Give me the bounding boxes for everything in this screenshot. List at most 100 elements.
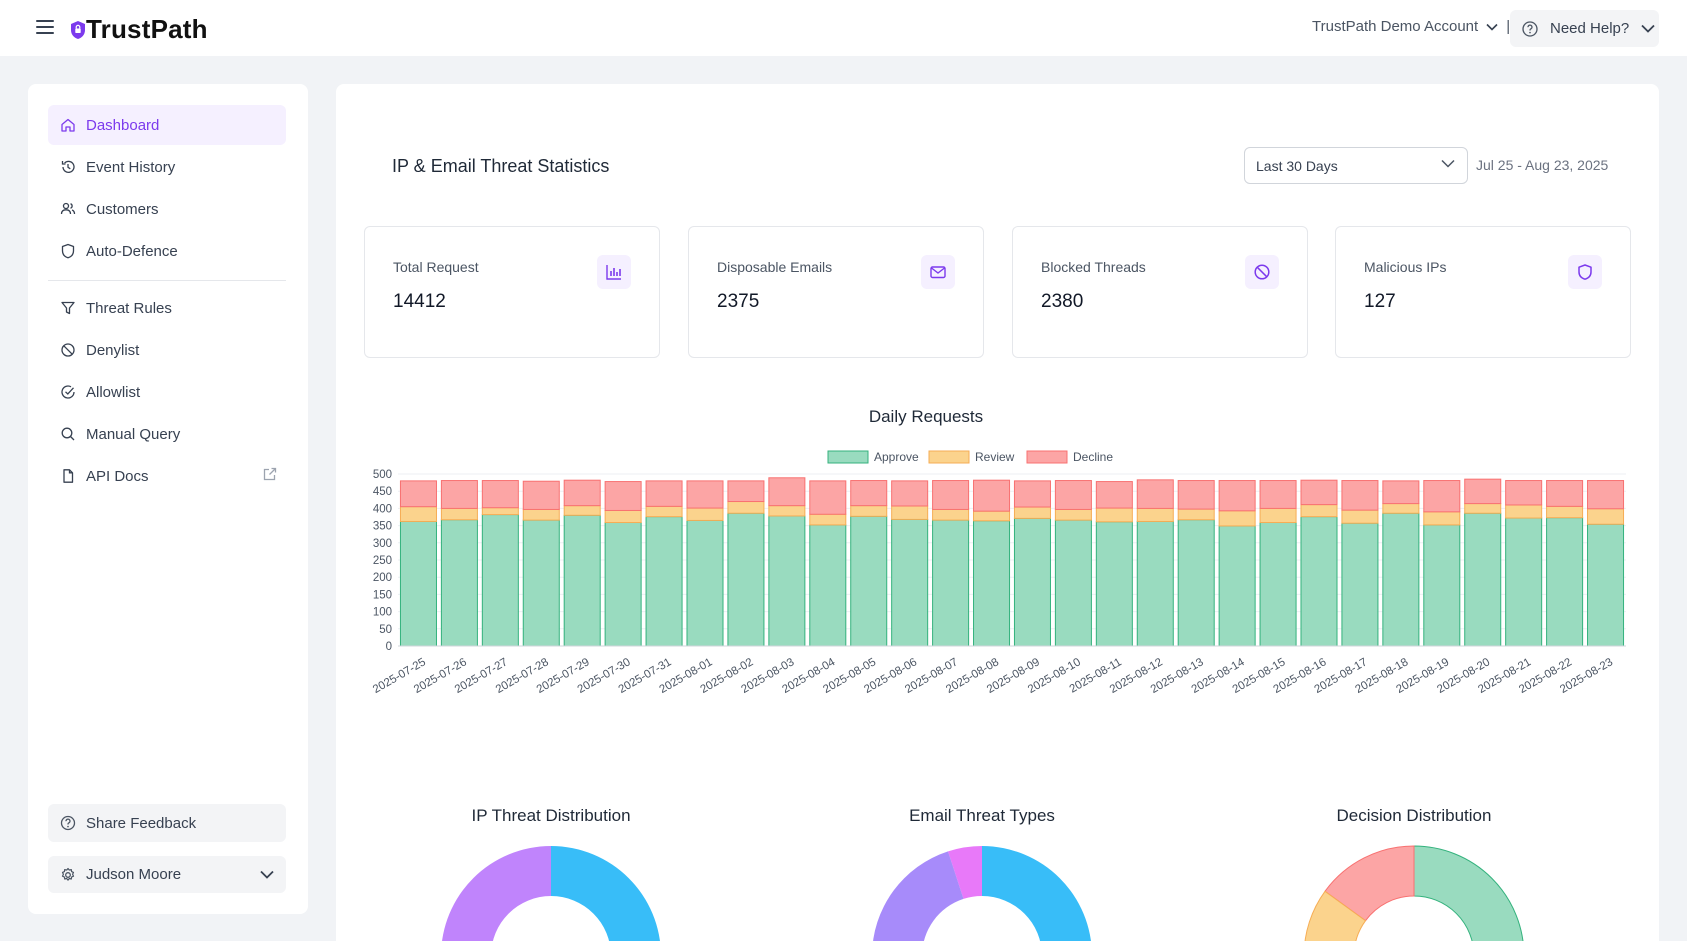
y-tick-label: 400 (373, 503, 392, 515)
bar-segment-review (481, 507, 519, 516)
stat-card-malicious-ips: Malicious IPs 127 (1335, 226, 1631, 358)
bar-segment-decline (1341, 480, 1379, 511)
sidebar-item-label: Allowlist (86, 383, 141, 401)
bar-segment-approve (1382, 512, 1420, 647)
bar-segment-review (1382, 503, 1420, 514)
bar-segment-decline (522, 480, 560, 510)
bar-segment-decline (973, 479, 1011, 512)
user-menu-button[interactable]: Judson Moore (48, 856, 286, 893)
chevron-down-icon (1641, 24, 1655, 33)
sidebar-item-event-history[interactable]: Event History (48, 147, 286, 187)
legend-swatch (928, 450, 970, 464)
chart-title: IP Threat Distribution (471, 806, 631, 825)
daily-requests-chart: Daily Requests Approve Review Decline 0 50 100… (360, 404, 1630, 824)
y-tick-label: 450 (373, 486, 392, 498)
date-range-select[interactable]: Last 30 Days (1244, 147, 1468, 184)
chevron-down-icon (1441, 159, 1455, 168)
shield-logo-icon (71, 20, 85, 39)
bar-segment-review (1136, 507, 1174, 522)
bar-segment-review (891, 505, 929, 520)
donut-slice-review (1304, 890, 1367, 941)
date-range-value: Last 30 Days (1256, 157, 1338, 174)
donut-slice-purple (442, 846, 551, 941)
y-tick-label: 50 (379, 624, 392, 636)
ban-icon (1245, 255, 1279, 289)
sidebar-item-customers[interactable]: Customers (48, 189, 286, 229)
y-tick-label: 0 (386, 641, 392, 653)
donut-slice-violet (873, 851, 964, 941)
donut-svg (873, 846, 1091, 941)
bar-segment-approve (1136, 520, 1174, 647)
need-help-label: Need Help? (1550, 20, 1630, 37)
sidebar-item-denylist[interactable]: Denylist (48, 330, 286, 370)
sidebar-item-label: API Docs (86, 467, 149, 485)
bar-segment-review (1546, 505, 1584, 519)
bar-segment-approve (1013, 517, 1051, 647)
bar-segment-decline (850, 480, 888, 507)
stat-card-blocked-threads: Blocked Threads 2380 (1012, 226, 1308, 358)
bar-segment-approve (1095, 521, 1133, 647)
account-name: TrustPath Demo Account (1312, 18, 1479, 35)
page-title: IP & Email Threat Statistics (392, 156, 610, 176)
sidebar-item-label: Threat Rules (86, 299, 172, 317)
bar-segment-approve (1505, 517, 1543, 647)
sidebar-item-dashboard[interactable]: Dashboard (48, 105, 286, 145)
y-tick-label: 350 (373, 521, 392, 533)
bar-segment-approve (686, 519, 724, 647)
bar-segment-decline (686, 480, 724, 509)
bar-segment-decline (1382, 480, 1420, 505)
sidebar-item-manual-query[interactable]: Manual Query (48, 414, 286, 454)
stat-label: Blocked Threads (1041, 259, 1146, 275)
logo[interactable]: TrustPath (70, 14, 208, 45)
bar-segment-approve (1423, 524, 1461, 647)
external-link-icon (263, 467, 277, 481)
sidebar-item-auto-defence[interactable]: Auto-Defence (48, 231, 286, 271)
bar-segment-approve (768, 515, 806, 647)
bar-segment-approve (1218, 525, 1256, 647)
file-icon (63, 469, 74, 483)
account-switcher[interactable]: TrustPath Demo Account | (1312, 18, 1510, 35)
bar-segment-decline (1013, 480, 1051, 508)
share-feedback-button[interactable]: Share Feedback (48, 804, 286, 842)
donut-slice-blue (982, 846, 1091, 941)
sidebar-item-threat-rules[interactable]: Threat Rules (48, 288, 286, 328)
bar-segment-approve (727, 512, 765, 647)
need-help-button[interactable]: Need Help? (1510, 10, 1659, 47)
sidebar-item-api-docs[interactable]: API Docs (48, 456, 286, 496)
legend-label: Review (975, 450, 1015, 464)
bar-segment-approve (1587, 523, 1625, 647)
bar-segment-decline (1054, 480, 1092, 510)
sidebar-item-label: Auto-Defence (86, 242, 178, 260)
stat-card-total-request: Total Request 14412 (364, 226, 660, 358)
bar-segment-decline (399, 480, 437, 508)
bar-segment-approve (563, 514, 601, 647)
share-feedback-label: Share Feedback (86, 814, 197, 832)
y-tick-label: 100 (373, 607, 392, 619)
bar-segment-approve (850, 515, 888, 647)
stat-value: 2375 (717, 291, 760, 312)
bar-segment-decline (1136, 479, 1174, 509)
sidebar-divider (48, 280, 286, 281)
legend-swatch (827, 450, 869, 464)
bar-segment-review (1341, 509, 1379, 524)
email-threat-types-chart: Email Threat Types (782, 806, 1182, 941)
sidebar-item-label: Manual Query (86, 425, 181, 443)
y-tick-label: 150 (373, 589, 392, 601)
help-circle-icon (1522, 20, 1538, 37)
bar-segment-review (1013, 506, 1051, 519)
bar-segment-approve (932, 519, 970, 647)
main-panel: IP & Email Threat Statistics Last 30 Day… (336, 84, 1659, 941)
top-bar: TrustPath TrustPath Demo Account | Need … (0, 0, 1687, 56)
menu-icon[interactable] (36, 20, 54, 34)
shield-icon (1568, 255, 1602, 289)
sidebar-item-allowlist[interactable]: Allowlist (48, 372, 286, 412)
y-tick-label: 250 (373, 555, 392, 567)
bar-segment-decline (1300, 479, 1338, 506)
check-circle-icon (61, 385, 75, 399)
bar-segment-approve (809, 524, 847, 647)
bar-segment-review (399, 506, 437, 522)
donut-slice-approve (1413, 845, 1524, 941)
donut-slice-pink (948, 846, 982, 899)
stat-label: Total Request (393, 259, 479, 275)
legend-label: Decline (1073, 450, 1113, 464)
